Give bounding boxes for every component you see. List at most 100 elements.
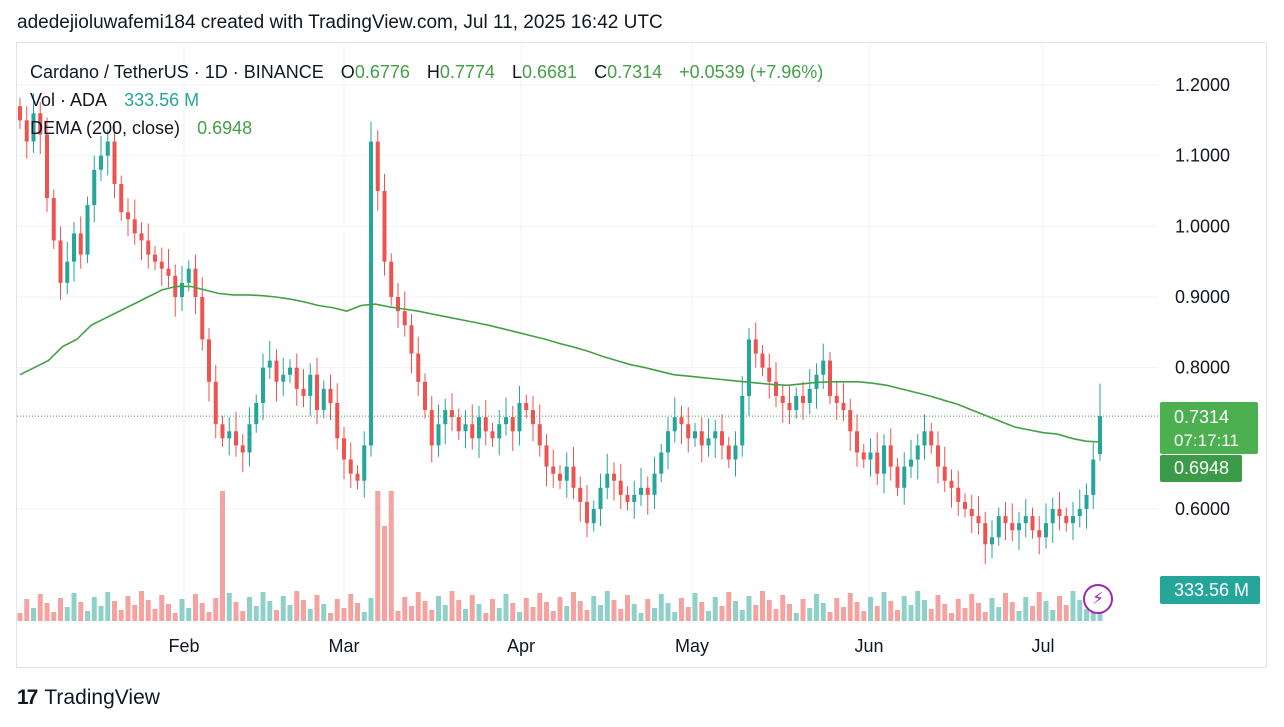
- volume-bar: [85, 611, 90, 621]
- volume-bar: [199, 603, 205, 621]
- volume-bar: [436, 596, 441, 621]
- volume-bar: [618, 609, 624, 621]
- volume-bar: [692, 593, 698, 621]
- volume-bar: [1057, 596, 1062, 621]
- y-tick-label: 0.6000: [1175, 499, 1230, 519]
- candle-body: [247, 424, 252, 453]
- candle-body: [713, 431, 718, 439]
- volume-bar: [901, 596, 907, 621]
- tradingview-footer[interactable]: 17 TradingView: [17, 686, 160, 710]
- volume-bar: [51, 612, 57, 621]
- close-price-tag: 0.7314 07:17:11: [1160, 402, 1258, 454]
- candle-body: [490, 431, 495, 439]
- candle-body: [1003, 516, 1008, 524]
- volume-bar: [996, 607, 1002, 621]
- candle-body: [612, 473, 616, 481]
- volume-bar: [962, 608, 968, 621]
- volume-bar: [1003, 593, 1008, 621]
- candle-body: [1057, 509, 1062, 517]
- volume-bar: [888, 601, 894, 621]
- candle-body: [747, 339, 751, 396]
- candle-body: [429, 410, 434, 446]
- volume-bar: [544, 602, 549, 621]
- volume-bar: [1009, 602, 1015, 621]
- volume-bar: [145, 600, 151, 621]
- dema-value: 0.6948: [197, 118, 253, 138]
- volume-bar: [658, 594, 664, 621]
- candle-body: [274, 360, 279, 382]
- volume-bar: [341, 608, 347, 621]
- candle-body: [639, 487, 643, 495]
- volume-bar: [1043, 601, 1049, 621]
- volume-bar: [949, 613, 954, 621]
- volume-bar: [679, 598, 684, 621]
- volume-bar: [706, 611, 711, 621]
- volume-bar: [240, 611, 246, 621]
- candle-body: [240, 445, 245, 453]
- volume-bar: [787, 604, 792, 621]
- volume-bar: [841, 607, 846, 621]
- chart-header-text: adedejioluwafemi184 created with Trading…: [17, 12, 663, 33]
- candle-body: [31, 113, 36, 142]
- candle-body: [942, 466, 947, 481]
- volume-bar: [868, 597, 873, 621]
- candle-body: [922, 431, 927, 446]
- volume-bar: [807, 608, 813, 621]
- volume-bar: [1023, 597, 1029, 621]
- volume-bar: [928, 609, 934, 621]
- volume-bar: [672, 612, 678, 621]
- candle-body: [861, 452, 866, 460]
- volume-bar: [58, 598, 63, 621]
- candle-body: [558, 473, 562, 481]
- candle-body: [720, 431, 724, 446]
- volume-bar: [604, 591, 610, 621]
- volume-bar: [510, 603, 516, 621]
- volume-bar: [152, 609, 158, 621]
- candle-body: [24, 120, 29, 142]
- volume-bar: [415, 592, 421, 621]
- candle-body: [1023, 516, 1028, 524]
- candle-body: [659, 452, 664, 474]
- volume-bar: [159, 595, 165, 621]
- volume-bar: [469, 595, 475, 621]
- candle-body: [112, 141, 117, 184]
- candle-body: [949, 480, 954, 488]
- volume-bar: [91, 597, 97, 621]
- symbol-label[interactable]: Cardano / TetherUS · 1D · BINANCE: [30, 62, 324, 82]
- candle-body: [963, 501, 967, 509]
- legend-symbol-row: Cardano / TetherUS · 1D · BINANCE O0.677…: [30, 58, 823, 86]
- volume-bar: [564, 606, 570, 621]
- legend-volume-row[interactable]: Vol · ADA 333.56 M: [30, 86, 823, 114]
- candle-body: [180, 282, 184, 297]
- candle-body: [524, 403, 529, 411]
- volume-bar: [193, 594, 198, 621]
- volume-bar: [915, 591, 921, 621]
- candle-body: [51, 198, 56, 241]
- candle-body: [564, 466, 569, 481]
- volume-bar: [274, 610, 279, 621]
- candle-body: [976, 516, 981, 524]
- candle-body: [227, 431, 232, 439]
- volume-bar: [328, 613, 333, 621]
- legend-dema-row[interactable]: DEMA (200, close) 0.6948: [30, 114, 823, 142]
- volume-bar: [463, 609, 468, 621]
- tradingview-logo-icon: 17: [17, 686, 38, 709]
- candle-body: [774, 381, 778, 396]
- change-value: +0.0539 (+7.96%): [679, 62, 824, 82]
- candle-body: [625, 494, 630, 502]
- volume-bar: [611, 600, 617, 621]
- candle-body: [1064, 516, 1069, 524]
- volume-bar: [800, 599, 806, 621]
- candle-body: [821, 360, 826, 375]
- candle-body: [65, 261, 70, 283]
- volume-label: Vol · ADA: [30, 90, 108, 110]
- x-tick-label: Jul: [1031, 636, 1054, 656]
- candle-body: [193, 268, 198, 297]
- candle-body: [801, 395, 805, 403]
- volume-bar: [287, 605, 293, 621]
- lightning-icon[interactable]: ⚡: [1083, 584, 1113, 614]
- volume-bar: [98, 606, 104, 621]
- volume-bar: [179, 599, 185, 621]
- volume-bar: [476, 604, 482, 621]
